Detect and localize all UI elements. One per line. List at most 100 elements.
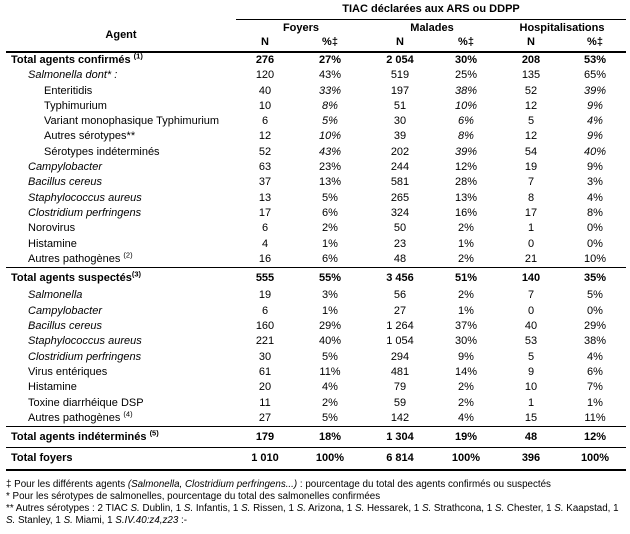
n-value: 12 xyxy=(258,130,272,143)
pct-value: 55% xyxy=(294,267,366,289)
table-row: Salmonella 19 3% 56 2% 7 5% xyxy=(6,288,626,303)
group-header-malades: Malades xyxy=(410,21,454,34)
pct-value: 6% xyxy=(458,115,474,128)
footnote-text-segment: ‡ Pour les différents agents xyxy=(6,478,128,490)
n-value: 79 xyxy=(393,381,407,394)
footnote-text-segment: : pourcentage du total des agents confir… xyxy=(297,478,551,490)
table-row: Autres sérotypes** 12 10% 39 8% 12 9% xyxy=(6,129,626,144)
pct-value: 9% xyxy=(587,99,603,112)
agent-label: Total agents suspectés(3) xyxy=(6,267,236,289)
n-value: 142 xyxy=(390,411,410,424)
n-value: 40 xyxy=(258,84,272,97)
n-value: 276 xyxy=(255,54,275,66)
n-value: 59 xyxy=(393,396,407,409)
n-value: 27 xyxy=(393,304,407,317)
table-row: Clostridium perfringens 17 6% 324 16% 17 8% xyxy=(6,206,626,221)
footnote-marker: (3) xyxy=(131,269,142,279)
agent-label: Total agents indéterminés (5) xyxy=(6,426,236,448)
n-value: 120 xyxy=(255,69,275,82)
table-row: Autres pathogènes (4) 27 5% 142 4% 15 11% xyxy=(6,409,626,427)
pct-value: 30% xyxy=(454,54,478,66)
n-value: 265 xyxy=(390,191,410,204)
agent-label: Total foyers xyxy=(6,447,236,471)
table-row: Variant monophasique Typhimurium 6 5% 30 6% 5… xyxy=(6,114,626,129)
n-value: 48 xyxy=(498,426,564,448)
table-row: Histamine 4 1% 23 1% 0 0% xyxy=(6,237,626,252)
pct-value: 2% xyxy=(458,222,474,235)
pct-value: 100% xyxy=(294,447,366,471)
agent-label: Typhimurium xyxy=(44,99,107,112)
n-column-header: N xyxy=(236,35,294,53)
footnote-marker: (4) xyxy=(123,409,133,419)
pct-value: 5% xyxy=(587,289,603,302)
pct-column-header: %‡ xyxy=(564,35,627,53)
n-value: 37 xyxy=(258,176,272,189)
footnote-italic-segment: (Salmonella, Clostridium perfringens...) xyxy=(127,478,298,490)
n-value: 5 xyxy=(527,350,535,363)
n-value: 51 xyxy=(393,99,407,112)
n-value: 208 xyxy=(521,54,541,66)
n-value: 56 xyxy=(393,289,407,302)
footnote-text-segment: Hessarek, 1 xyxy=(364,503,422,515)
n-value: 1 010 xyxy=(236,447,294,471)
pct-value: 65% xyxy=(583,69,607,82)
n-value: 3 456 xyxy=(366,267,434,289)
n-value: 1 054 xyxy=(386,335,414,348)
agent-column-header: Agent xyxy=(6,19,236,53)
n-value: 555 xyxy=(236,267,294,289)
pct-value: 0% xyxy=(587,304,603,317)
n-value: 6 xyxy=(261,115,269,128)
n-value: 6 xyxy=(261,304,269,317)
table-row: Salmonella dont* : 120 43% 519 25% 135 65% xyxy=(6,68,626,83)
footnote-text-segment: * Pour les sérotypes de salmonelles, pou… xyxy=(6,490,381,502)
pct-value: 1% xyxy=(458,304,474,317)
table-row: Total foyers 1 010 100% 6 814 100% 396 100% xyxy=(6,447,627,471)
n-value: 7 xyxy=(527,289,535,302)
n-value: 10 xyxy=(524,381,538,394)
subheader-row: N %‡ N %‡ N %‡ xyxy=(6,35,627,53)
n-value: 1 xyxy=(527,222,535,235)
agent-label: Staphylococcus aureus xyxy=(28,335,142,348)
pct-value: 2% xyxy=(458,396,474,409)
n-value: 1 304 xyxy=(366,426,434,448)
pct-value: 13% xyxy=(318,176,342,189)
n-value: 12 xyxy=(524,99,538,112)
n-value: 19 xyxy=(524,161,538,174)
n-value: 21 xyxy=(524,252,538,265)
pct-value: 37% xyxy=(454,320,478,333)
agent-label: Bacillus cereus xyxy=(28,176,102,189)
footnote-marker: (5) xyxy=(149,428,159,438)
pct-column-header: %‡ xyxy=(294,35,366,53)
n-value: 0 xyxy=(527,237,535,250)
pct-value: 1% xyxy=(587,396,603,409)
n-value: 294 xyxy=(390,350,410,363)
table-title: TIAC déclarées aux ARS ou DDPP xyxy=(236,3,627,20)
n-value: 8 xyxy=(527,191,535,204)
pct-value: 2% xyxy=(322,222,338,235)
agent-label: Enteritidis xyxy=(44,84,93,97)
n-value: 13 xyxy=(258,191,272,204)
pct-value: 53% xyxy=(583,54,607,66)
n-value: 16 xyxy=(258,252,272,265)
pct-value: 8% xyxy=(322,99,338,112)
pct-value: 18% xyxy=(294,426,366,448)
pct-value: 2% xyxy=(458,381,474,394)
table-row: Histamine 20 4% 79 2% 10 7% xyxy=(6,380,626,395)
pct-value: 35% xyxy=(564,267,627,289)
table-row: Staphylococcus aureus 221 40% 1 054 30% 53 38% xyxy=(6,334,626,349)
footnote-marker: (1) xyxy=(133,51,143,61)
footnote: * Pour les sérotypes de salmonelles, pou… xyxy=(6,491,620,503)
pct-value: 27% xyxy=(318,54,342,66)
pct-value: 39% xyxy=(583,84,607,97)
n-value: 7 xyxy=(527,176,535,189)
n-value: 1 xyxy=(527,396,535,409)
agent-label: Virus entériques xyxy=(28,365,108,378)
footnote-italic-segment: S. xyxy=(296,503,306,515)
pct-value: 11% xyxy=(584,411,606,424)
agent-label: Total agents confirmés (1) xyxy=(11,51,143,66)
table-row: Autres pathogènes (2) 16 6% 48 2% 21 10% xyxy=(6,251,626,268)
footnote-italic-segment: S. xyxy=(554,503,564,515)
pct-value: 38% xyxy=(454,84,478,97)
table-row: Typhimurium 10 8% 51 10% 12 9% xyxy=(6,99,626,114)
table-row: Sérotypes indéterminés 52 43% 202 39% 54 40% xyxy=(6,145,626,160)
